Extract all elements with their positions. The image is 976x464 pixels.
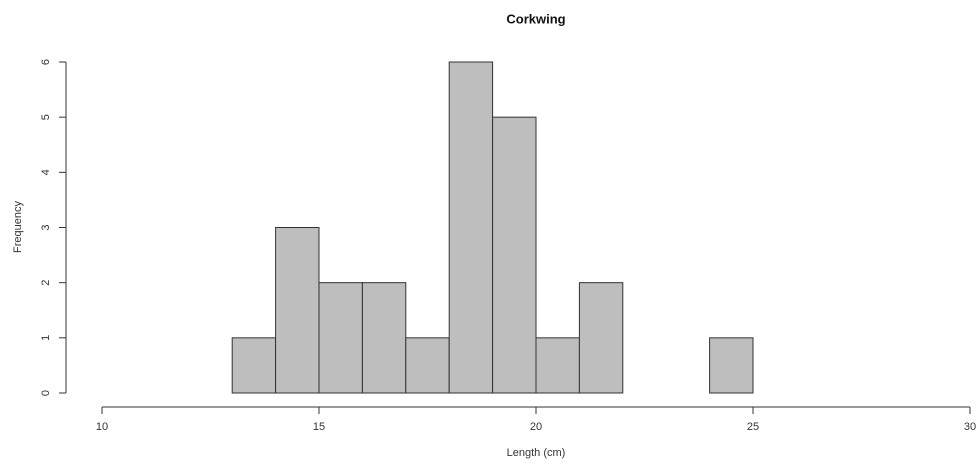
bar (405, 337, 450, 394)
bar (709, 337, 754, 394)
x-tick-label: 20 (530, 421, 542, 433)
x-tick-label: 15 (313, 421, 325, 433)
x-tick-label: 30 (964, 421, 976, 433)
y-tick-label: 3 (40, 224, 52, 230)
bar (448, 61, 494, 394)
y-tick-label: 1 (40, 335, 52, 341)
chart-title: Corkwing (506, 11, 565, 26)
y-tick-label: 2 (40, 280, 52, 286)
bar (231, 337, 277, 394)
y-axis-label: Frequency (12, 201, 24, 253)
bar (318, 282, 363, 394)
bar (578, 282, 624, 394)
bar (361, 282, 407, 394)
bar (492, 116, 537, 394)
x-axis-label: Length (cm) (507, 447, 566, 459)
y-tick-label: 0 (40, 390, 52, 396)
bar (535, 337, 580, 394)
y-tick-label: 5 (40, 114, 52, 120)
x-tick-label: 25 (747, 421, 759, 433)
bar (275, 227, 320, 394)
x-tick-label: 10 (96, 421, 108, 433)
y-tick-label: 6 (40, 59, 52, 65)
y-tick-label: 4 (40, 169, 52, 175)
